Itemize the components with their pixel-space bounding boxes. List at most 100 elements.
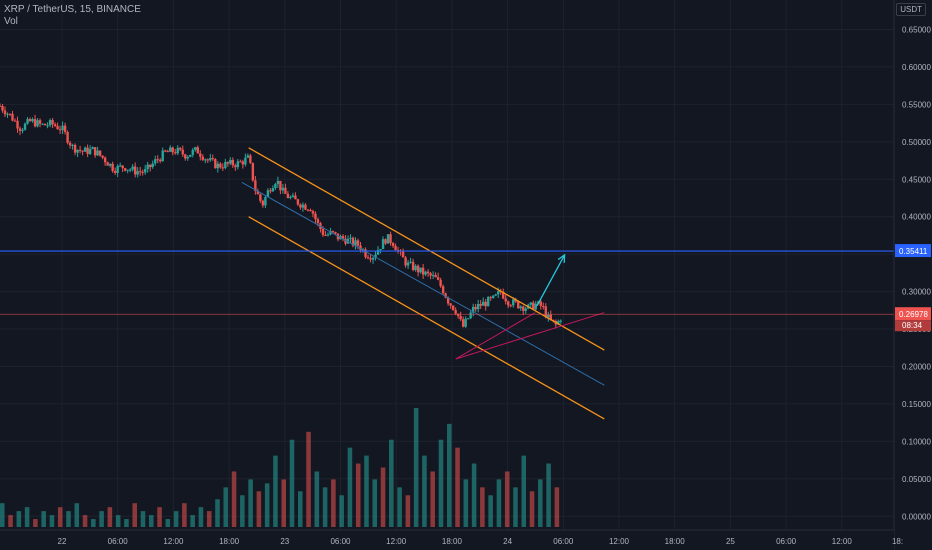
x-tick-label: 06:00: [776, 537, 797, 546]
volume-bar: [513, 487, 518, 527]
volume-bar: [190, 515, 195, 527]
candle-body: [174, 152, 177, 154]
candle-body: [426, 271, 430, 274]
candle-body: [524, 308, 527, 311]
volume-bar: [446, 423, 452, 527]
current-price-tag-bg: [895, 307, 931, 321]
candle-body: [3, 110, 7, 115]
candle-body: [547, 314, 550, 318]
volume-bar: [405, 495, 411, 527]
candle-body: [542, 306, 545, 308]
candle-body: [509, 305, 512, 307]
x-tick-label: 23: [280, 537, 289, 546]
candle-body: [249, 155, 252, 163]
candle-body: [61, 125, 64, 131]
candle-body: [359, 245, 362, 250]
volume-bar: [132, 503, 137, 527]
candle-body: [36, 120, 39, 127]
volume-bar: [140, 511, 146, 527]
volume-bar: [521, 455, 527, 527]
candle-body: [469, 312, 472, 319]
x-tick-label: 12:00: [832, 537, 853, 546]
y-tick-label: 0.60000: [902, 63, 931, 72]
volume-bar: [165, 519, 171, 527]
candle-body: [154, 159, 157, 164]
candle-body: [451, 305, 455, 311]
candle-body: [164, 150, 167, 152]
candle-body: [23, 123, 27, 130]
candle-body: [374, 254, 377, 258]
candle-body: [449, 303, 452, 306]
candle-body: [219, 163, 222, 168]
volume-bar: [157, 507, 162, 527]
candle-body: [459, 316, 462, 320]
candle-body: [504, 298, 507, 302]
x-tick-label: 25: [726, 537, 735, 546]
candle-body: [434, 275, 437, 278]
volume-bar: [24, 507, 30, 527]
volume-bar: [33, 519, 38, 527]
candle-body: [123, 168, 127, 171]
candle-body: [159, 159, 162, 162]
volume-bar: [107, 507, 113, 527]
candle-body: [6, 113, 9, 115]
candle-body: [194, 147, 197, 150]
volume-bar: [115, 515, 121, 527]
candle-body: [186, 156, 189, 159]
candle-body: [519, 306, 522, 309]
candle-body: [436, 277, 440, 280]
candle-body: [53, 124, 57, 126]
volume-bar: [413, 408, 419, 527]
volume-bar: [430, 471, 435, 527]
candle-body: [63, 125, 67, 132]
volume-bar: [331, 479, 336, 527]
candle-body: [176, 147, 179, 154]
candle-body: [416, 265, 420, 273]
candle-body: [264, 197, 267, 206]
candle-body: [43, 123, 47, 126]
volume-bar: [389, 439, 394, 527]
candle-body: [364, 249, 367, 258]
currency-label[interactable]: USDT: [896, 3, 926, 16]
candle-body: [349, 237, 352, 239]
candle-body: [406, 262, 410, 266]
price-axis-panel: [894, 0, 932, 550]
candle-body: [326, 234, 330, 236]
candle-body: [91, 147, 94, 150]
candle-body: [306, 209, 310, 211]
volume-bar: [347, 447, 353, 527]
target-price-tag: 0.35411: [899, 247, 928, 256]
candle-body: [103, 157, 107, 163]
candle-body: [289, 196, 292, 199]
y-tick-label: 0.65000: [902, 25, 931, 34]
candle-body: [229, 159, 232, 164]
candle-body: [276, 180, 280, 185]
candle-body: [429, 273, 432, 276]
candle-body: [291, 195, 295, 197]
candle-body: [146, 164, 149, 170]
candle-body: [381, 239, 385, 250]
countdown-tag-bg: [895, 320, 931, 332]
candle-body: [116, 165, 119, 173]
volume-bar: [0, 503, 5, 527]
channel-lower-line: [248, 216, 605, 420]
target-price-tag-bg: [895, 244, 931, 258]
candle-body: [184, 154, 187, 159]
candle-body: [464, 318, 467, 327]
candle-body: [41, 123, 44, 125]
candle-body: [244, 157, 247, 165]
candle-body: [26, 119, 29, 124]
volume-bar: [355, 463, 361, 527]
volume-bar: [372, 479, 378, 527]
volume-bar: [215, 499, 220, 527]
candle-body: [86, 147, 89, 154]
candle-body: [369, 258, 372, 260]
candle-body: [231, 159, 235, 166]
candle-body: [139, 171, 142, 173]
y-tick-label: 0.45000: [902, 175, 931, 184]
candle-body: [431, 275, 435, 277]
candle-body: [507, 301, 510, 306]
volume-bar: [488, 495, 493, 527]
candle-body: [401, 251, 405, 258]
